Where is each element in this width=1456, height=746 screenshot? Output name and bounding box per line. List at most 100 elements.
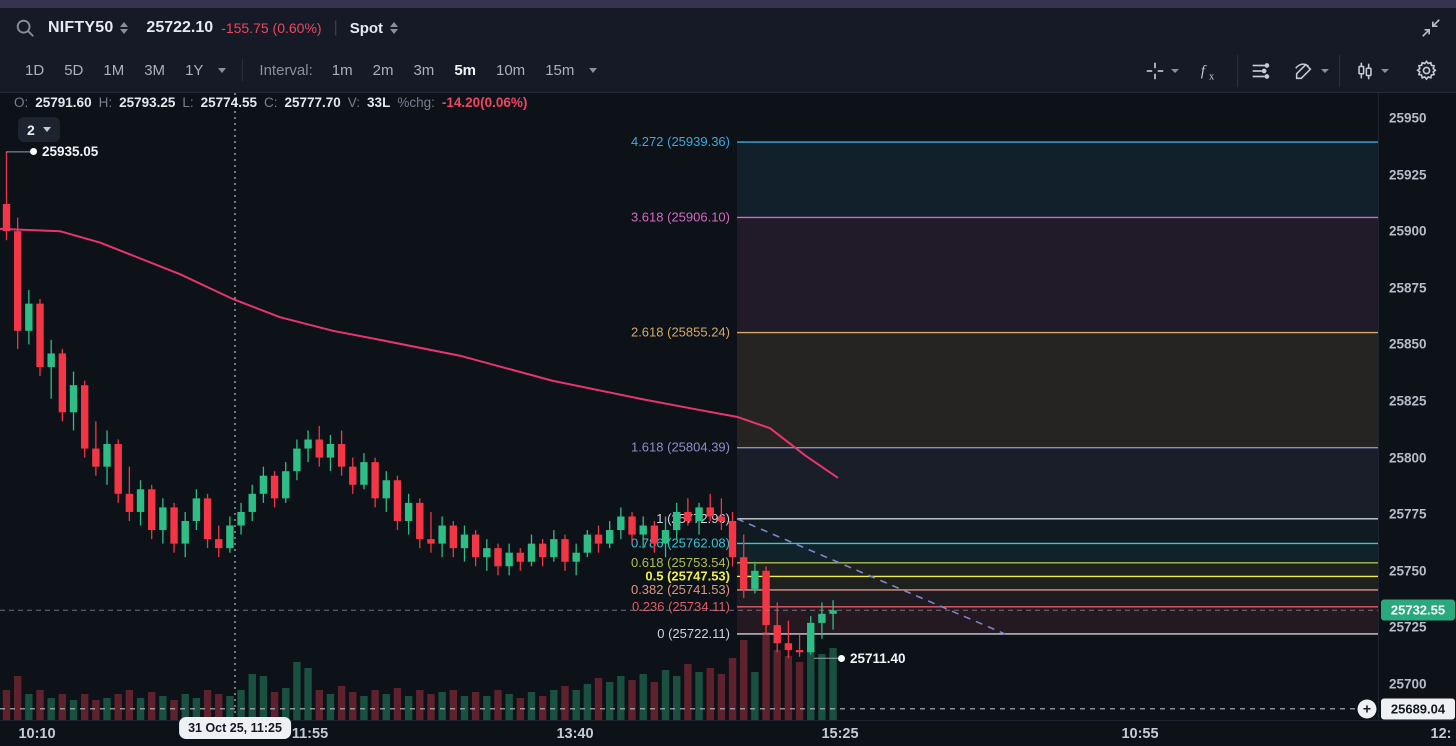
indicators-count: 2	[27, 121, 35, 138]
price-tick: 25925	[1389, 167, 1427, 183]
range-button-1y[interactable]: 1Y	[185, 61, 204, 79]
fib-level-label: 2.618 (25855.24)	[631, 325, 730, 340]
candle-body	[650, 525, 659, 544]
candle-body	[360, 462, 368, 485]
candle-body	[572, 552, 580, 562]
volume-bar	[740, 640, 748, 720]
candle-body	[326, 444, 335, 458]
svg-text:f: f	[1201, 63, 1207, 79]
candle-body	[382, 480, 390, 499]
volume-bar	[393, 688, 402, 720]
pct-change-label: %chg:	[397, 95, 435, 110]
volume-bar	[795, 662, 804, 720]
price-tick: 25900	[1389, 223, 1427, 239]
indicators-button[interactable]: f x	[1193, 55, 1229, 87]
candle-body	[237, 511, 245, 526]
candle-body	[829, 610, 837, 614]
candle-body	[516, 552, 525, 562]
candle-body	[371, 462, 379, 499]
volume-label: V:	[347, 95, 361, 110]
range-button-5d[interactable]: 5D	[64, 61, 84, 79]
volume-bar	[650, 682, 659, 720]
candle-body	[751, 570, 759, 589]
levels-button[interactable]	[1237, 54, 1278, 87]
interval-button-2m[interactable]: 2m	[372, 61, 394, 79]
volume-bar	[404, 696, 413, 720]
low-label: L:	[182, 95, 194, 110]
low-annotation-text: 25711.40	[850, 651, 906, 666]
interval-button-15m[interactable]: 15m	[545, 61, 575, 79]
volume-bar	[103, 698, 111, 720]
candle-body	[416, 502, 424, 540]
high-label: H:	[98, 95, 113, 110]
draw-tools-button[interactable]	[1286, 54, 1340, 87]
market-type-switch-icon[interactable]	[390, 22, 399, 34]
fib-zone	[737, 606, 1378, 634]
volume-bar	[784, 656, 793, 720]
settings-button[interactable]	[1409, 54, 1444, 87]
fib-level-label: 0 (25722.11)	[657, 626, 730, 641]
candle-body	[248, 493, 256, 512]
volume-bar	[80, 694, 89, 720]
time-tick: 13:40	[556, 726, 594, 742]
low-annotation: 25711.40	[838, 651, 906, 666]
candle-body	[818, 613, 826, 623]
interval-button-1m[interactable]: 1m	[331, 61, 353, 79]
volume-bar	[583, 684, 592, 720]
volume-bar	[304, 668, 312, 720]
fib-level-label: 0.786 (25762.08)	[631, 535, 730, 550]
indicators-count-button[interactable]: 2	[18, 117, 60, 142]
high-annotation: 25935.05	[30, 144, 98, 159]
volume-bar	[728, 658, 737, 720]
ohlc-readout: O: 25791.60 H: 25793.25 L: 25774.55 C: 25777…	[14, 95, 527, 110]
candle-body	[471, 534, 480, 558]
volume-bar	[416, 690, 424, 720]
interval-label: Interval:	[259, 61, 313, 79]
candle-body	[103, 444, 111, 467]
range-button-1m[interactable]: 1M	[103, 61, 125, 79]
volume-bar	[248, 674, 256, 720]
candle-body	[47, 353, 55, 368]
interval-button-10m[interactable]: 10m	[496, 61, 526, 79]
price-axis[interactable]: 25732.55 25689.04 25950 25925 25900 25875 25…	[1378, 93, 1456, 720]
trendline-dashed	[736, 518, 1006, 635]
range-dropdown-caret[interactable]	[218, 67, 227, 73]
interval-dropdown-caret[interactable]	[589, 67, 598, 73]
interval-buttons: 1m 2m 3m 5m 10m 15m	[323, 58, 584, 83]
interval-button-5m[interactable]: 5m	[454, 61, 476, 79]
candle-body	[25, 303, 33, 331]
search-icon[interactable]	[14, 17, 36, 39]
volume-bar	[282, 688, 290, 720]
candle-body	[438, 525, 446, 544]
volume-bar	[114, 694, 122, 720]
volume-bar	[818, 654, 826, 720]
volume-bar	[159, 696, 167, 720]
fib-zone	[737, 217, 1378, 333]
candle-body	[159, 507, 167, 531]
time-axis[interactable]: 31 Oct 25, 11:25 10:10 11:55 13:40 15:25 10:…	[0, 717, 1456, 746]
close-value: 25777.70	[284, 95, 341, 110]
levels-icon	[1252, 62, 1270, 79]
price-tick: 25875	[1389, 280, 1427, 296]
chart-style-button[interactable]	[1348, 55, 1395, 87]
symbol-name[interactable]: NIFTY50	[48, 19, 114, 36]
candle-body	[706, 507, 714, 517]
candle-body	[673, 511, 681, 531]
volume-bar	[706, 668, 714, 720]
interval-button-3m[interactable]: 3m	[413, 61, 435, 79]
candle-body	[125, 493, 134, 512]
fib-zone	[737, 332, 1378, 448]
volume-bar	[69, 700, 78, 720]
high-annotation-text: 25935.05	[42, 144, 99, 159]
open-label: O:	[14, 95, 29, 110]
collapse-icon[interactable]	[1420, 17, 1442, 39]
market-type-selector[interactable]: Spot	[349, 19, 384, 37]
volume-bar	[494, 690, 502, 720]
range-button-3m[interactable]: 3M	[144, 61, 166, 79]
symbol-switch-icon[interactable]	[120, 22, 129, 34]
crosshair-tool-button[interactable]	[1138, 55, 1185, 87]
time-tick: 11:55	[291, 726, 329, 742]
range-button-1d[interactable]: 1D	[25, 61, 45, 79]
volume-bar	[349, 692, 357, 720]
